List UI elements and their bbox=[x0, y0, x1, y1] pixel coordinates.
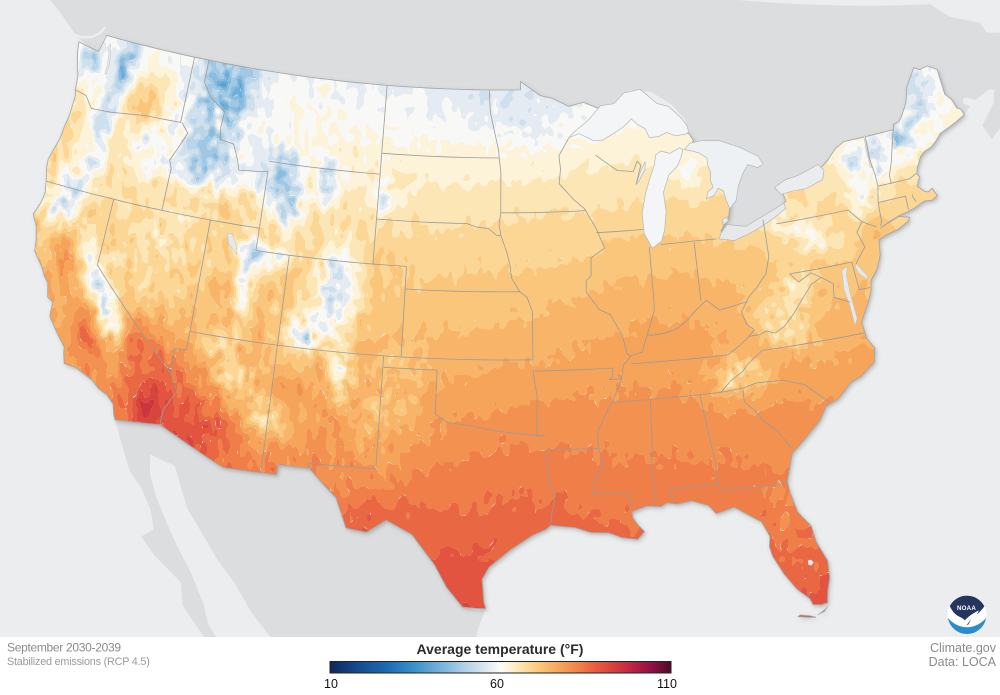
svg-text:September 2030-2039: September 2030-2039 bbox=[7, 641, 121, 655]
svg-text:10: 10 bbox=[324, 677, 338, 690]
svg-text:Climate.gov: Climate.gov bbox=[930, 641, 997, 655]
svg-text:NOAA: NOAA bbox=[957, 605, 976, 612]
svg-text:110: 110 bbox=[657, 677, 677, 690]
svg-text:60: 60 bbox=[490, 677, 504, 690]
svg-text:Data: LOCA: Data: LOCA bbox=[929, 655, 997, 669]
svg-text:Stabilized emissions (RCP 4.5): Stabilized emissions (RCP 4.5) bbox=[7, 656, 150, 668]
svg-text:Average temperature (°F): Average temperature (°F) bbox=[417, 641, 584, 657]
